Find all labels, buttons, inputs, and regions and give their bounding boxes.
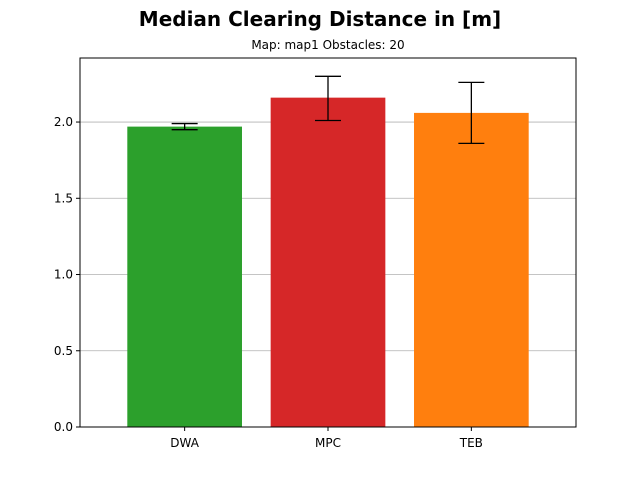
x-tick-label: TEB xyxy=(459,436,483,450)
error-bars xyxy=(171,75,485,145)
y-tick-label: 0.5 xyxy=(54,344,73,358)
bar-teb xyxy=(414,112,529,427)
x-tick-label: MPC xyxy=(315,436,341,450)
y-tick-label: 1.5 xyxy=(54,191,73,205)
chart-subtitle: Map: map1 Obstacles: 20 xyxy=(251,38,404,52)
y-axis: 0.0 0.5 1.0 1.5 2.0 xyxy=(54,115,80,434)
x-tick-label: DWA xyxy=(170,436,199,450)
y-tick-label: 1.0 xyxy=(54,268,73,282)
bars xyxy=(127,97,529,428)
y-tick-label: 0.0 xyxy=(54,420,73,434)
y-tick-label: 2.0 xyxy=(54,115,73,129)
bar-mpc xyxy=(270,97,386,428)
bar-dwa xyxy=(127,126,242,428)
chart-title: Median Clearing Distance in [m] xyxy=(139,7,501,31)
x-axis: DWA MPC TEB xyxy=(170,427,483,450)
